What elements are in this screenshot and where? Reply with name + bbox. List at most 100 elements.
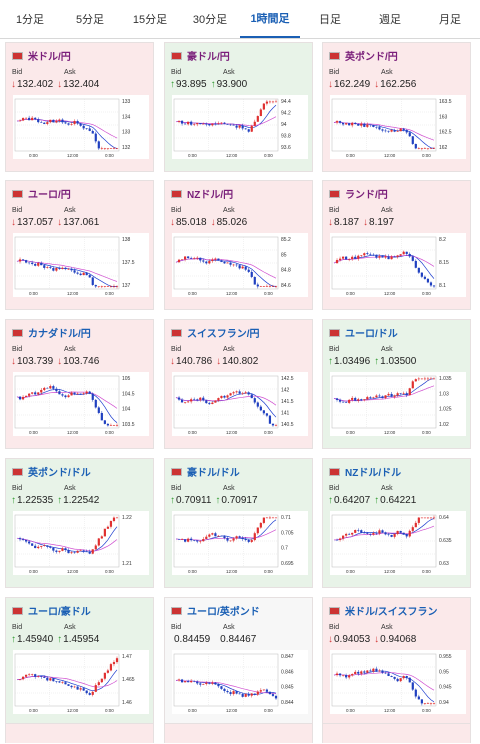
y-tick-label: 137 (122, 283, 131, 289)
pair-title[interactable]: ユーロ/ドル (329, 325, 398, 340)
candle-body (259, 406, 262, 411)
arrow-down-icon: ↓ (216, 356, 222, 367)
bid-label: Bid (12, 485, 23, 492)
arrow-up-icon: ↑ (210, 79, 216, 90)
candlestick-chart[interactable]: 105 104.5 104 103.5 0:00 12:00 0:00 (13, 372, 149, 436)
pair-title[interactable]: 米ドル/スイスフラン (329, 603, 437, 618)
candlestick-chart[interactable]: 142.5 142 141.5 141 140.5 0:00 12:00 0:00 (172, 372, 308, 436)
pair-title[interactable]: NZドル/円 (171, 186, 233, 201)
candle-body (396, 678, 399, 682)
bid-ask-labels: Bid Ask (171, 346, 275, 353)
pair-title[interactable]: 米ドル/円 (12, 48, 71, 63)
pair-title[interactable]: 英ポンド/円 (329, 48, 398, 63)
pair-title[interactable]: 英ポンド/ドル (12, 464, 91, 479)
pair-name[interactable]: 豪ドル/円 (187, 52, 230, 63)
pair-title[interactable]: ランド/円 (329, 186, 388, 201)
rate-card[interactable]: NZドル/円 Bid Ask ↓85.018 ↓85.026 85.2 85 84.8 84.6… (164, 180, 313, 310)
pair-title[interactable]: 豪ドル/ドル (171, 464, 240, 479)
pair-title[interactable]: スイスフラン/円 (171, 325, 259, 340)
candle-body (183, 123, 187, 125)
candle-body (31, 674, 34, 675)
bid-value: 85.018 (176, 217, 207, 228)
candlestick-chart[interactable]: 133 134 133 132 0:00 12:00 0:00 (13, 95, 149, 159)
candlestick-chart[interactable]: 94.4 94.2 94 93.8 93.6 0:00 12:00 0:00 (172, 95, 308, 159)
candlestick-chart[interactable]: 8.2 8.15 8.1 0:00 12:00 0:00 (330, 233, 466, 297)
rate-card[interactable]: NZドル/ドル Bid Ask ↑0.64207 ↑0.64221 0.64 0.635 0.… (322, 458, 471, 588)
candlestick-chart[interactable]: 1.22 1.21 0:00 12:00 0:00 (13, 511, 149, 575)
candle-body (79, 688, 82, 690)
candlestick-chart[interactable]: 0.71 0.705 0.7 0.695 0:00 12:00 0:00 (172, 511, 308, 575)
x-tick-label: 0:00 (188, 569, 197, 574)
tab-1[interactable]: 1分足 (15, 14, 45, 26)
candle-body (61, 119, 64, 123)
pair-title[interactable]: ユーロ/豪ドル (12, 603, 91, 618)
rate-card[interactable]: ユーロ/豪ドル Bid Ask ↑1.45940 ↑1.45954 1.47 1.465 1.… (5, 597, 154, 727)
candle-body (235, 691, 238, 694)
pair-name[interactable]: NZドル/円 (187, 190, 234, 201)
rate-card[interactable]: ユーロ/英ポンド Bid Ask 0.84459 0.84467 0.847 0.846 0.… (164, 597, 313, 727)
arrow-up-icon: ↑ (374, 495, 380, 506)
bid-ask-labels: Bid Ask (12, 69, 116, 76)
y-tick-label: 8.15 (439, 260, 449, 266)
tab-7[interactable]: 週足 (379, 14, 401, 26)
pair-name[interactable]: ユーロ/豪ドル (28, 607, 91, 618)
tab-3[interactable]: 15分足 (132, 14, 168, 26)
candlestick-chart[interactable]: 0.955 0.95 0.945 0.94 0:00 12:00 0:00 (330, 650, 466, 714)
candle-body (229, 540, 232, 542)
rate-card[interactable]: ランド/円 Bid Ask ↓8.187 ↓8.197 8.2 8.15 8.1 0:00 12:… (322, 180, 471, 310)
candlestick-chart[interactable]: 85.2 85 84.8 84.6 0:00 12:00 0:00 (172, 233, 308, 297)
candle-body (103, 148, 106, 149)
rate-card[interactable]: 英ポンド/円 Bid Ask ↓162.249 ↓162.256 163.5 163 162.… (322, 42, 471, 172)
pair-title[interactable]: ユーロ/英ポンド (171, 603, 260, 618)
candle-body (408, 132, 411, 137)
candlestick-chart[interactable]: 163.5 163 162.5 162 0:00 12:00 0:00 (330, 95, 466, 159)
rate-card[interactable]: 米ドル/スイスフラン Bid Ask ↓0.94053 ↓0.94068 0.955 0.9… (322, 597, 471, 727)
tab-2[interactable]: 5分足 (75, 14, 105, 26)
pair-name[interactable]: 豪ドル/ドル (187, 468, 240, 479)
rate-card[interactable]: 英ポンド/ドル Bid Ask ↑1.22535 ↑1.22542 1.22 1.21 0:0… (5, 458, 154, 588)
pair-name[interactable]: スイスフラン/円 (187, 329, 260, 340)
candlestick-chart[interactable]: 1.035 1.03 1.025 1.02 0:00 12:00 0:00 (330, 372, 466, 436)
candlestick-chart[interactable]: 138 137.5 137 0:00 12:00 0:00 (13, 233, 149, 297)
currency-flag-icon (12, 328, 23, 337)
candle-body (399, 128, 402, 132)
pair-title[interactable]: カナダドル/円 (12, 325, 91, 340)
rate-card[interactable]: 豪ドル/ドル Bid Ask ↑0.70911 ↑0.70917 0.71 0.705 0.7… (164, 458, 313, 588)
pair-name[interactable]: NZドル/ドル (345, 468, 402, 479)
candle-body (426, 378, 430, 380)
pair-title[interactable]: 豪ドル/円 (171, 48, 230, 63)
pair-title[interactable]: ユーロ/円 (12, 186, 71, 201)
pair-name[interactable]: 米ドル/スイスフラン (345, 607, 438, 618)
tab-5[interactable]: 1時間足 (240, 0, 300, 38)
rate-card[interactable]: 米ドル/円 Bid Ask ↓132.402 ↓132.404 133 134 133 132 0… (5, 42, 154, 172)
candlestick-chart[interactable]: 0.847 0.846 0.845 0.844 0:00 12:00 0:00 (172, 650, 308, 714)
candle-body (103, 528, 106, 537)
pair-title[interactable]: NZドル/ドル (329, 464, 401, 479)
tab-8[interactable]: 月足 (439, 14, 461, 26)
ask-value: 140.802 (222, 356, 259, 367)
rate-card[interactable]: ユーロ/ドル Bid Ask ↑1.03496 ↑1.03500 1.035 1.03 1.0… (322, 319, 471, 449)
candle-body (52, 268, 55, 271)
pair-name[interactable]: ユーロ/円 (28, 190, 71, 201)
rate-card[interactable]: 豪ドル/円 Bid Ask ↑93.895 ↑93.900 94.4 94.2 94 93.8 9… (164, 42, 313, 172)
pair-name[interactable]: 英ポンド/ドル (28, 468, 91, 479)
bid-value: 0.64207 (334, 495, 371, 506)
pair-name[interactable]: カナダドル/円 (28, 329, 91, 340)
pair-name[interactable]: ランド/円 (345, 190, 388, 201)
candle-body (106, 526, 110, 529)
candle-body (196, 540, 199, 542)
candle-body (40, 676, 43, 677)
rate-card[interactable]: カナダドル/円 Bid Ask ↓103.739 ↓103.746 105 104.5 104… (5, 319, 154, 449)
ask-value: 0.70917 (221, 495, 258, 506)
rate-card[interactable]: ユーロ/円 Bid Ask ↓137.057 ↓137.061 138 137.5 137 0:… (5, 180, 154, 310)
tab-6[interactable]: 日足 (319, 14, 341, 26)
candlestick-chart[interactable]: 0.64 0.635 0.63 0:00 12:00 0:00 (330, 511, 466, 575)
y-tick-label: 93.6 (281, 145, 291, 151)
rate-card[interactable]: スイスフラン/円 Bid Ask ↓140.786 ↓140.802 142.5 142 14… (164, 319, 313, 449)
pair-name[interactable]: 英ポンド/円 (345, 52, 398, 63)
candlestick-chart[interactable]: 1.47 1.465 1.46 0:00 12:00 0:00 (13, 650, 149, 714)
pair-name[interactable]: ユーロ/ドル (345, 329, 398, 340)
pair-name[interactable]: ユーロ/英ポンド (187, 607, 260, 618)
pair-name[interactable]: 米ドル/円 (28, 52, 71, 63)
tab-4[interactable]: 30分足 (192, 14, 228, 26)
